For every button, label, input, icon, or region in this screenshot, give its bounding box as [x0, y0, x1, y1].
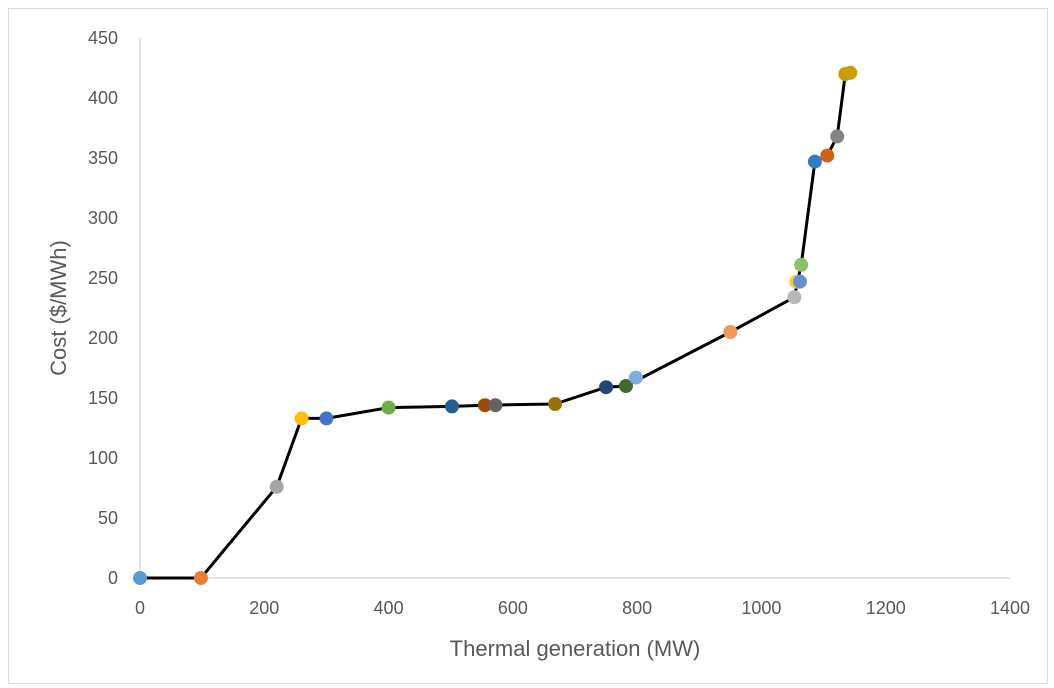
x-tick-labels: 0 200 400 600 800 1000 1200 1400: [135, 598, 1030, 618]
y-tick-label: 200: [88, 328, 118, 348]
data-point: [787, 290, 802, 305]
x-tick-label: 600: [498, 598, 528, 618]
y-tick-labels: 0 50 100 150 200 250 300 350 400 450: [88, 28, 118, 588]
data-point: [628, 370, 643, 385]
y-tick-label: 450: [88, 28, 118, 48]
data-point: [444, 399, 459, 414]
data-point: [319, 411, 334, 426]
data-point: [548, 397, 563, 411]
x-axis-title: Thermal generation (MW): [450, 636, 701, 661]
x-tick-label: 400: [374, 598, 404, 618]
y-tick-label: 50: [98, 508, 118, 528]
x-tick-label: 200: [249, 598, 279, 618]
cost-curve-line: [140, 71, 851, 580]
data-point: [794, 257, 809, 272]
x-tick-label: 0: [135, 598, 145, 618]
data-point: [193, 571, 208, 585]
x-tick-label: 800: [622, 598, 652, 618]
y-tick-label: 400: [88, 88, 118, 108]
data-point: [830, 129, 845, 144]
y-tick-label: 350: [88, 148, 118, 168]
y-tick-label: 0: [108, 568, 118, 588]
data-point: [294, 411, 309, 426]
y-tick-label: 250: [88, 268, 118, 288]
data-point: [381, 400, 396, 415]
data-point: [269, 479, 284, 494]
data-point: [820, 148, 835, 163]
data-point: [599, 380, 614, 395]
data-point: [807, 154, 822, 169]
data-points: [133, 65, 858, 585]
data-point: [723, 325, 738, 339]
chart-frame: [8, 8, 1048, 684]
data-point: [488, 398, 503, 413]
y-tick-label: 300: [88, 208, 118, 228]
y-axis-title: Cost ($/MWh): [46, 240, 71, 376]
y-tick-label: 100: [88, 448, 118, 468]
series-line: [140, 71, 851, 580]
x-tick-label: 1200: [866, 598, 906, 618]
data-point: [792, 274, 807, 289]
data-point: [843, 65, 858, 80]
data-point: [618, 379, 633, 393]
y-tick-label: 150: [88, 388, 118, 408]
data-point: [133, 571, 147, 585]
data-point: [477, 398, 492, 413]
x-tick-label: 1000: [741, 598, 781, 618]
x-tick-label: 1400: [990, 598, 1030, 618]
